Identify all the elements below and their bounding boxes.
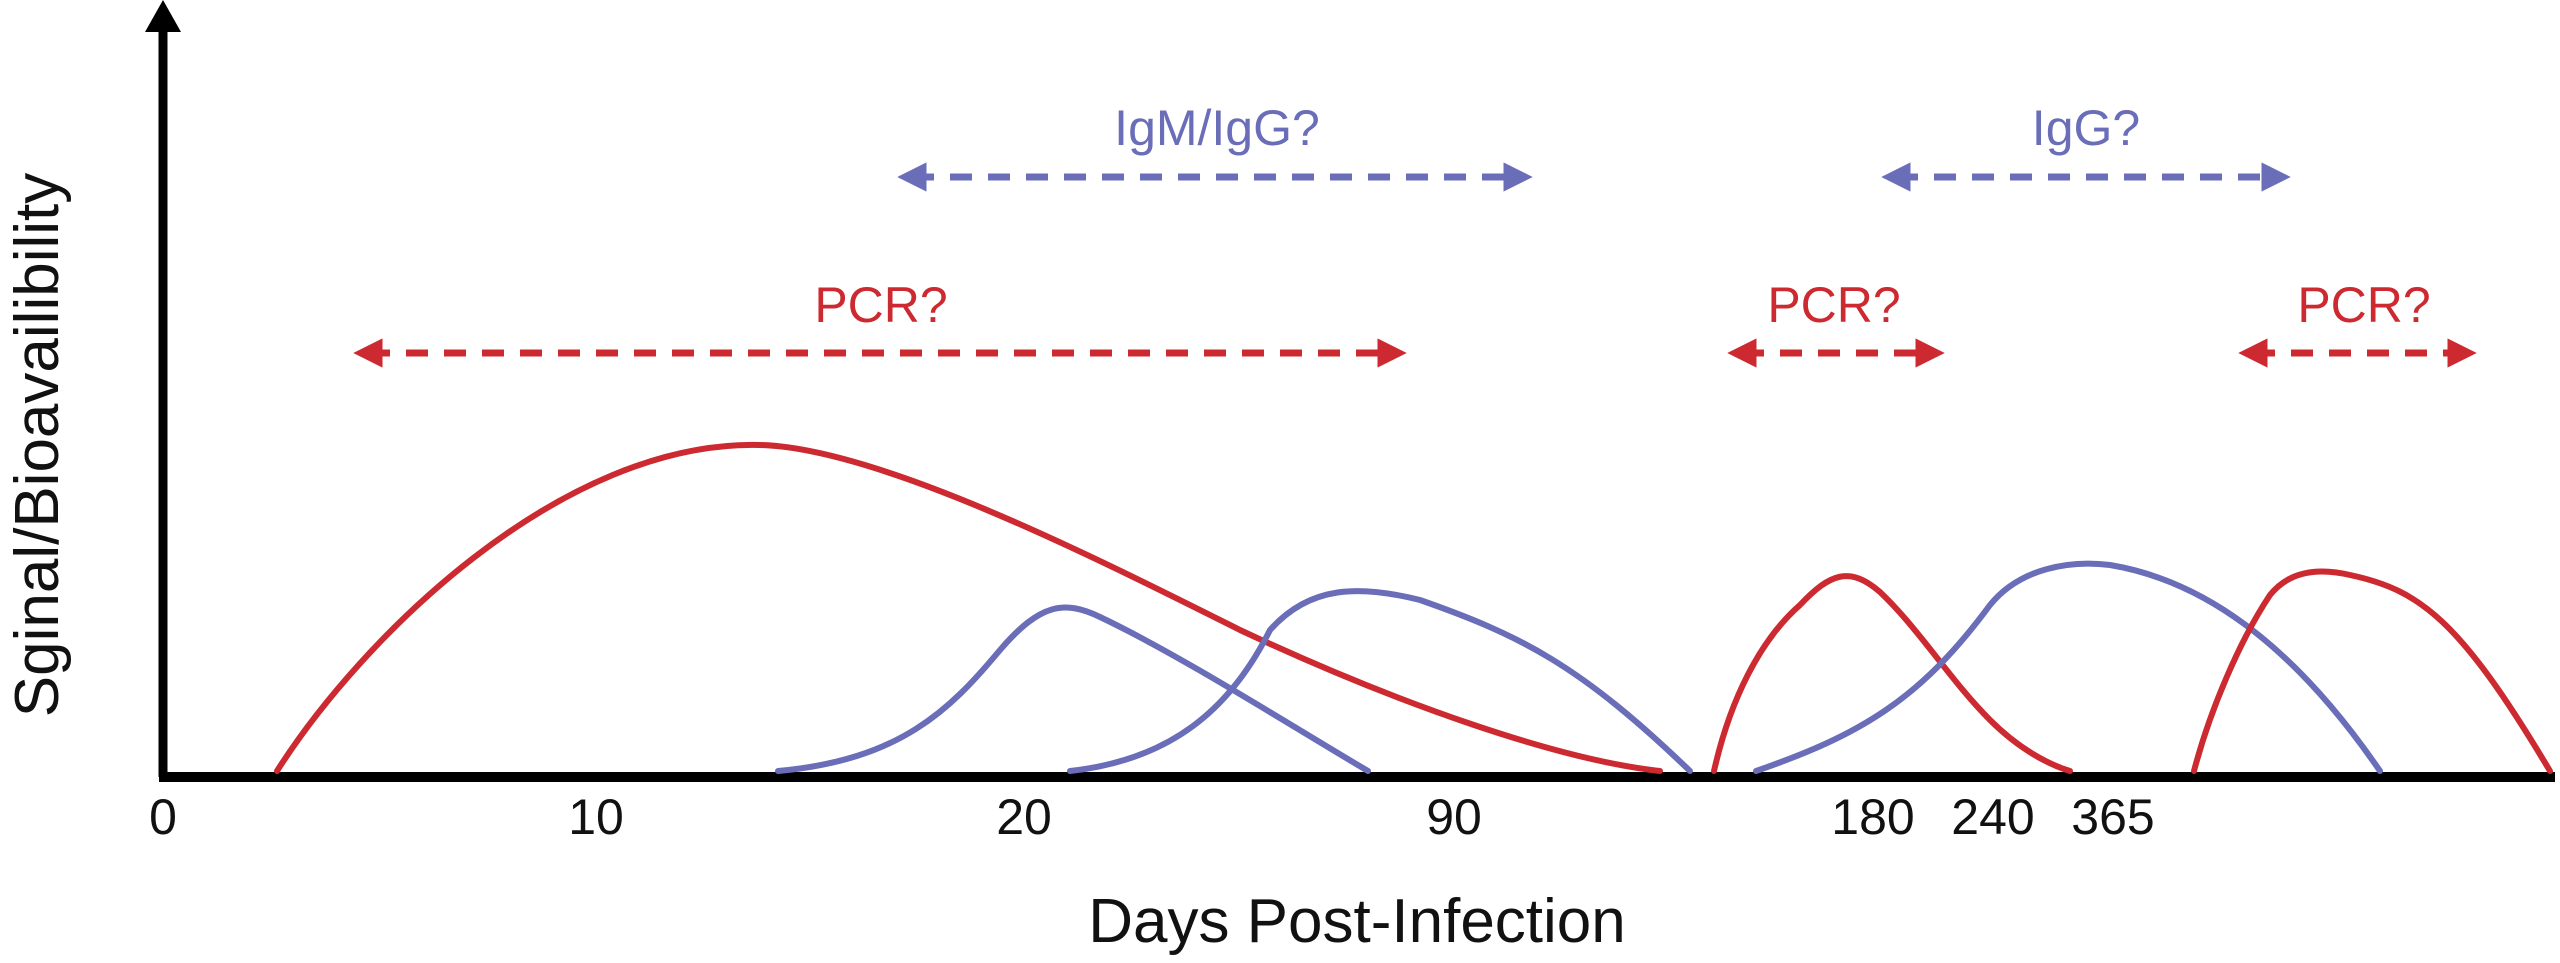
- detection-ranges: IgM/IgG? IgG? PCR? PCR? PCR?: [353, 100, 2477, 368]
- igg-range-label: IgG?: [2032, 100, 2140, 156]
- pcr-range-label-3: PCR?: [2297, 277, 2430, 333]
- pcr-curve-3: [2191, 568, 2553, 774]
- antibody-curve-2: [1067, 588, 1693, 774]
- x-tick-label-240: 240: [1951, 789, 2034, 845]
- antibody-curve-3: [1753, 560, 2383, 774]
- x-tick-label-20: 20: [996, 789, 1052, 845]
- x-tick-label-10: 10: [568, 789, 624, 845]
- pcr-curve-2: [1711, 573, 2073, 774]
- pcr-curve-1: [274, 441, 1663, 774]
- x-tick-label-365: 365: [2071, 789, 2154, 845]
- x-tick-label-0: 0: [149, 789, 177, 845]
- x-tick-label-90: 90: [1426, 789, 1482, 845]
- x-tick-label-180: 180: [1831, 789, 1914, 845]
- pcr-range-label-2: PCR?: [1767, 277, 1900, 333]
- x-tick-labels: 0 10 20 90 180 240 365: [149, 789, 2155, 845]
- y-axis-arrowhead: [145, 0, 181, 32]
- x-axis-title: Days Post-Infection: [1088, 887, 1626, 956]
- pcr-range-label-1: PCR?: [814, 277, 947, 333]
- signal-curves: [274, 441, 2553, 774]
- antibody-curve-1: [775, 604, 1371, 774]
- y-axis-title: Sginal/Bioavailibility: [3, 173, 72, 718]
- igm-igg-range-label: IgM/IgG?: [1114, 100, 1320, 156]
